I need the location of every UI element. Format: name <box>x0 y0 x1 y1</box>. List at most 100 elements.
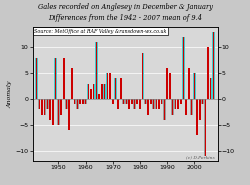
Bar <box>52 99 54 125</box>
Bar <box>196 99 198 135</box>
Bar <box>193 73 196 99</box>
Bar <box>122 99 125 104</box>
Bar <box>196 99 198 135</box>
Bar <box>66 99 67 109</box>
Text: Gales recorded on Anglesey in December & January: Gales recorded on Anglesey in December &… <box>38 3 212 11</box>
Bar <box>158 99 160 109</box>
Bar <box>126 99 127 104</box>
Bar <box>207 48 209 99</box>
Bar <box>68 99 70 130</box>
Bar <box>38 99 40 109</box>
Bar <box>160 99 163 104</box>
Bar <box>174 99 176 109</box>
Bar <box>84 99 87 104</box>
Bar <box>36 58 38 99</box>
Text: Source: MetOffice at RAF Valley &ransdown-wx.co.uk: Source: MetOffice at RAF Valley &ransdow… <box>34 29 167 34</box>
Bar <box>188 68 190 99</box>
Bar <box>50 99 51 120</box>
Bar <box>104 84 106 99</box>
Bar <box>87 84 90 99</box>
Bar <box>58 99 59 125</box>
Bar <box>98 94 100 99</box>
Bar <box>77 99 78 109</box>
Bar <box>55 58 56 99</box>
Bar <box>101 84 103 99</box>
Bar <box>164 99 165 120</box>
Bar <box>41 99 43 115</box>
Bar <box>36 58 37 99</box>
Bar <box>60 99 62 115</box>
Bar <box>180 99 182 104</box>
Bar <box>90 89 92 99</box>
Bar <box>65 99 68 109</box>
Bar <box>88 84 89 99</box>
Bar <box>190 99 193 115</box>
Bar <box>210 78 212 99</box>
Bar <box>169 73 171 99</box>
Bar <box>82 99 84 104</box>
Bar <box>139 99 141 109</box>
Bar <box>156 99 157 109</box>
Bar <box>71 68 73 99</box>
Bar <box>199 99 201 120</box>
Bar <box>109 73 111 99</box>
Bar <box>118 99 119 109</box>
Bar <box>106 73 108 99</box>
Bar <box>44 99 46 115</box>
Bar <box>182 37 185 99</box>
Bar <box>63 58 65 99</box>
Bar <box>92 84 95 99</box>
Bar <box>188 68 190 99</box>
Bar <box>172 99 173 115</box>
Bar <box>52 99 54 125</box>
Bar <box>194 73 195 99</box>
Bar <box>47 99 48 109</box>
Bar <box>74 99 76 104</box>
Bar <box>144 99 146 104</box>
Bar <box>145 99 146 104</box>
Bar <box>98 94 100 99</box>
Bar <box>41 99 43 115</box>
Bar <box>57 99 59 125</box>
Bar <box>112 99 114 104</box>
Bar <box>186 99 187 115</box>
Bar <box>136 99 138 104</box>
Bar <box>161 99 162 104</box>
Bar <box>117 99 119 109</box>
Bar <box>152 99 155 109</box>
Bar <box>133 99 136 109</box>
Bar <box>82 99 84 104</box>
Bar <box>155 99 158 109</box>
Text: (c) D.Perkins: (c) D.Perkins <box>186 155 215 159</box>
Bar <box>136 99 138 104</box>
Bar <box>204 99 206 156</box>
Bar <box>38 99 40 109</box>
Bar <box>163 99 166 120</box>
Bar <box>131 99 132 104</box>
Bar <box>120 78 122 99</box>
Bar <box>172 99 174 115</box>
Bar <box>95 42 98 99</box>
Bar <box>44 99 46 115</box>
Bar <box>74 99 76 104</box>
Bar <box>90 89 92 99</box>
Bar <box>174 99 176 109</box>
Bar <box>123 99 124 104</box>
Bar <box>68 99 70 130</box>
Bar <box>185 99 187 115</box>
Bar <box>93 84 94 99</box>
Bar <box>158 99 160 109</box>
Bar <box>202 99 204 104</box>
Bar <box>183 37 184 99</box>
Bar <box>147 99 149 115</box>
Bar <box>125 99 128 104</box>
Y-axis label: Anomaly: Anomaly <box>8 80 12 107</box>
Bar <box>139 99 141 109</box>
Bar <box>169 73 171 99</box>
Bar <box>204 99 206 156</box>
Bar <box>128 99 130 109</box>
Bar <box>106 73 108 99</box>
Bar <box>150 99 152 104</box>
Bar <box>101 84 102 99</box>
Bar <box>177 99 179 109</box>
